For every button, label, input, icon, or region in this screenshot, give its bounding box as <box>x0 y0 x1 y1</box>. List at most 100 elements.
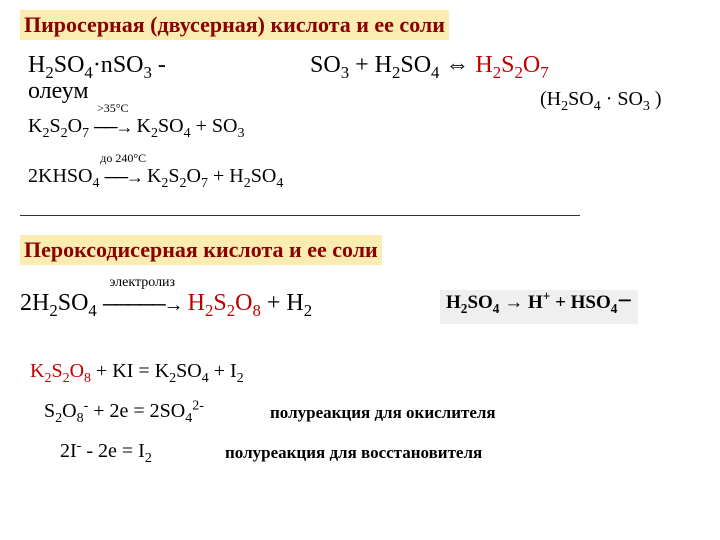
txt: S <box>213 290 226 316</box>
sub: 4 <box>594 99 601 114</box>
txt: S <box>49 115 60 137</box>
txt: → H <box>499 292 542 313</box>
txt: O <box>62 400 76 422</box>
arrow-icon: ──→ <box>104 167 142 187</box>
eq-half-reducer: 2I- - 2e = I2 <box>60 440 152 463</box>
txt: + H <box>208 165 244 187</box>
eq-pyrosulfuric-formation: SO3 + H2SO4 ⇔ H2S2O7 <box>310 52 549 79</box>
arrow-with-condition: до 240°С ──→ <box>104 166 142 189</box>
txt: SO <box>58 290 89 316</box>
txt: SO <box>158 115 184 137</box>
txt: + KI = K <box>91 360 169 382</box>
sub: 4 <box>276 176 283 191</box>
txt: + H <box>261 290 304 316</box>
sub: 2 <box>151 126 158 141</box>
txt: + HSO <box>550 292 610 313</box>
txt: K <box>30 360 44 382</box>
txt: S <box>51 360 62 382</box>
heading-peroxodisulfuric: Пероксодисерная кислота и ее соли <box>20 235 382 265</box>
txt: SO <box>310 52 341 78</box>
sub: 3 <box>144 63 152 82</box>
sub: 7 <box>201 176 208 191</box>
sub: 3 <box>341 63 349 82</box>
oleum-word: олеум <box>28 78 89 105</box>
sub: 3 <box>237 126 244 141</box>
heading-pyrosulfuric: Пиросерная (двусерная) кислота и ее соли <box>20 10 449 40</box>
sub: 2 <box>180 176 187 191</box>
eq-k2s2o8-ki: K2S2O8 + KI = K2SO4 + I2 <box>30 360 244 383</box>
txt: O <box>70 360 84 382</box>
txt: (H <box>540 88 561 110</box>
sub: 2 <box>237 371 244 386</box>
txt: + 2e = 2SO <box>88 400 185 422</box>
sub: 8 <box>253 301 261 320</box>
condition-label: до 240°С <box>100 151 146 166</box>
oleum-formula: H2SO4·nSO3 - <box>28 52 166 79</box>
txt: 2I <box>60 440 77 462</box>
txt: O <box>235 290 252 316</box>
txt: SO <box>467 292 492 313</box>
txt: SO <box>54 52 85 78</box>
txt: + H <box>349 52 392 78</box>
sub: 2 <box>63 371 70 386</box>
sub: 2 <box>515 63 523 82</box>
txt: S <box>168 165 179 187</box>
txt: + I <box>209 360 237 382</box>
sub: 2 <box>227 301 235 320</box>
sub: 8 <box>77 411 84 426</box>
sub: 4 <box>92 176 99 191</box>
txt: O <box>68 115 82 137</box>
txt: ·n <box>93 52 113 78</box>
sup: 2- <box>192 398 204 413</box>
sub: 7 <box>540 63 548 82</box>
sub: 2 <box>145 451 152 466</box>
txt: K <box>137 115 151 137</box>
arrow-with-condition: >35°С ──→ <box>94 116 132 139</box>
txt: SO <box>176 360 202 382</box>
txt: S <box>501 52 514 78</box>
txt: SO <box>568 88 594 110</box>
arrow-with-condition: электролиз ─────→ <box>103 291 182 318</box>
txt: K <box>147 165 161 187</box>
txt: H <box>446 292 461 313</box>
arrow-icon: ──→ <box>94 117 132 137</box>
txt: 2KHSO <box>28 165 92 187</box>
txt: - 2e = I <box>81 440 144 462</box>
txt: - <box>152 52 166 78</box>
minus-icon: − <box>617 286 632 315</box>
txt: ) <box>650 88 662 110</box>
note-oxidizer: полуреакция для окислителя <box>270 403 496 423</box>
txt: SO <box>400 52 431 78</box>
sub: 7 <box>82 126 89 141</box>
sub: 3 <box>643 99 650 114</box>
separator <box>20 215 580 216</box>
txt: H <box>188 290 205 316</box>
sub: 8 <box>84 371 91 386</box>
txt: O <box>523 52 540 78</box>
sub: 2 <box>244 176 251 191</box>
txt: O <box>187 165 201 187</box>
eq-half-oxidizer: S2O8- + 2e = 2SO42- <box>44 400 204 423</box>
txt: 2H <box>20 290 49 316</box>
note-reducer: полуреакция для восстановителя <box>225 443 482 463</box>
txt: H <box>475 52 492 78</box>
arrow-icon: ─────→ <box>103 294 182 316</box>
eq-k2s2o7-decomp: K2S2O7 >35°С ──→ K2SO4 + SO3 <box>28 115 244 139</box>
txt: H <box>28 52 45 78</box>
sub: 4 <box>185 411 192 426</box>
txt: S <box>44 400 55 422</box>
dissociation-box: H2SO4 → H+ + HSO4− <box>440 290 638 324</box>
txt: SO <box>251 165 277 187</box>
arrow-icon: ⇔ <box>439 52 475 78</box>
condition-label: >35°С <box>97 101 129 116</box>
sub: 2 <box>49 301 57 320</box>
txt: + SO <box>191 115 238 137</box>
sub: 4 <box>88 301 96 320</box>
eq-khso4-decomp: 2KHSO4 до 240°С ──→ K2S2O7 + H2SO4 <box>28 165 283 189</box>
eq-pyrosulfuric-note: (H2SO4 · SO3 ) <box>540 88 662 111</box>
sub: 4 <box>202 371 209 386</box>
condition-label: электролиз <box>109 275 175 291</box>
sub: 2 <box>61 126 68 141</box>
txt: · SO <box>601 88 643 110</box>
eq-electrolysis: 2H2SO4 электролиз ─────→ H2S2O8 + H2 <box>20 290 312 318</box>
